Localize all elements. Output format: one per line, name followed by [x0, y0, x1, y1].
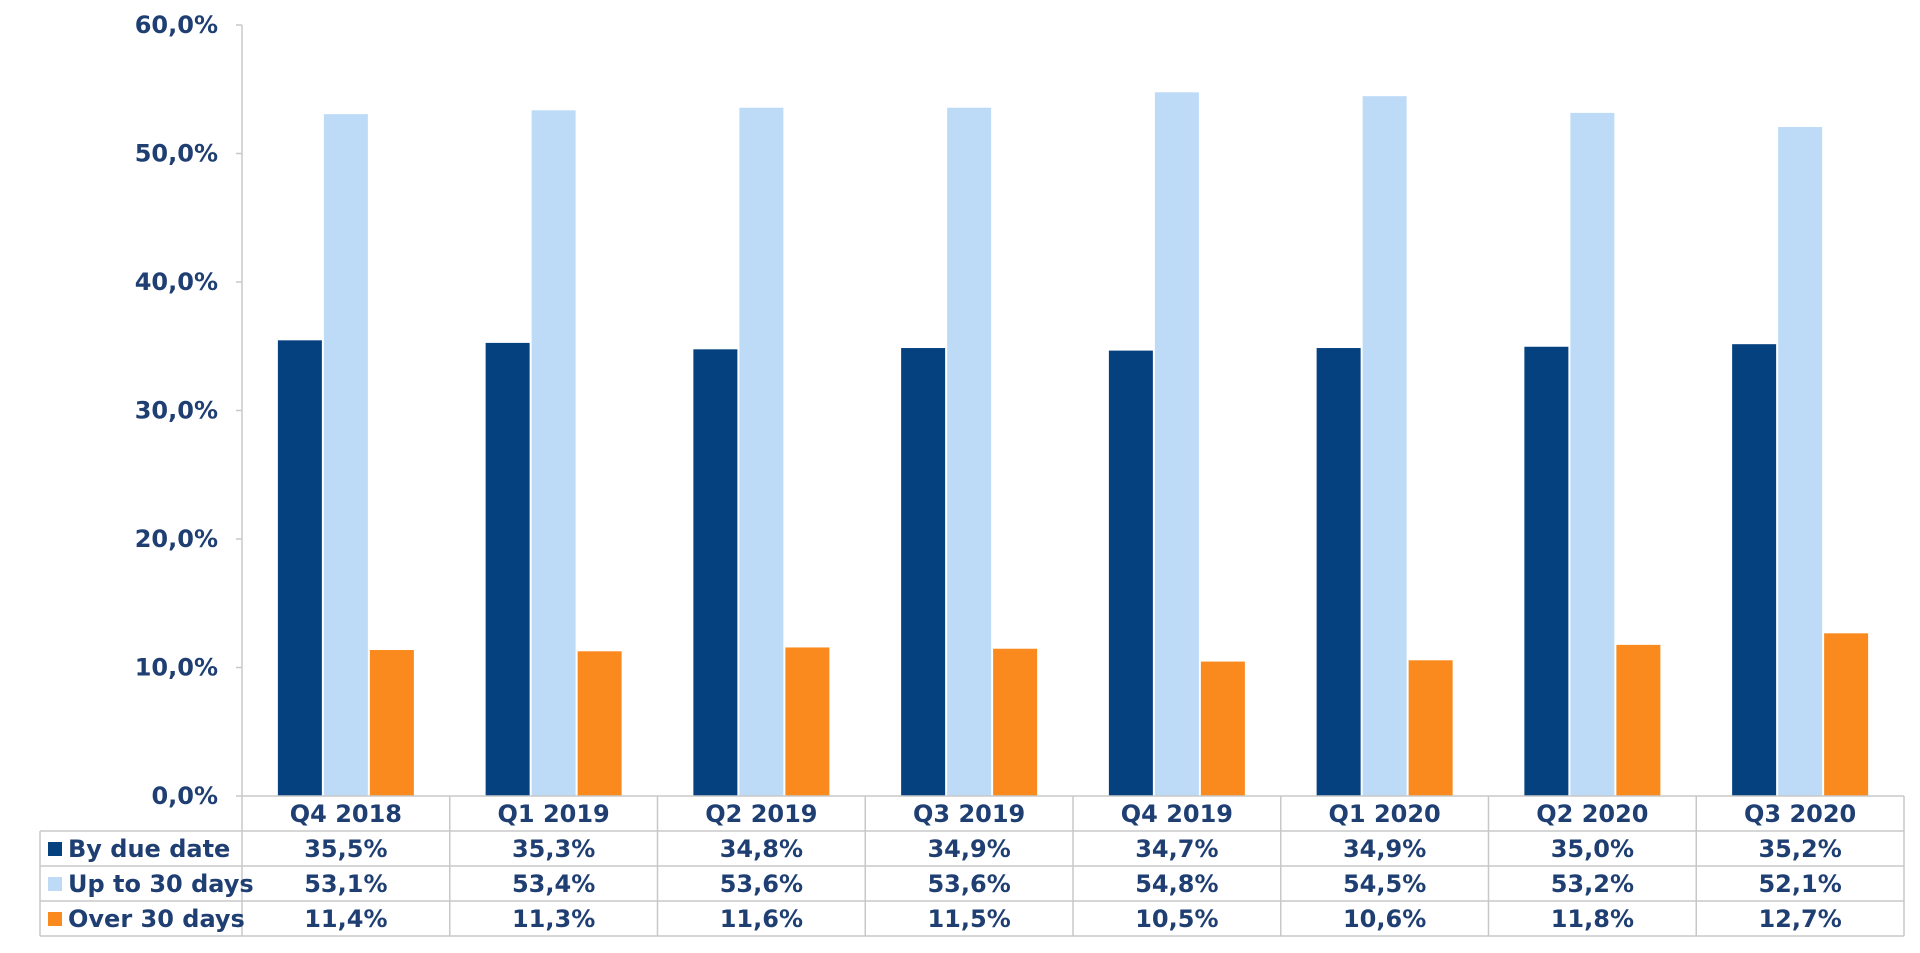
bar-by-due-date-q1-2020 — [1315, 347, 1362, 797]
bar-over-30-days-q2-2020 — [1615, 643, 1662, 797]
y-tick-label: 60,0% — [135, 11, 218, 39]
legend-swatch — [48, 877, 62, 891]
bar-by-due-date-q1-2019 — [484, 341, 531, 797]
data-table: Q4 2018 Q1 2019 Q2 2019 Q3 2019 Q4 2019 Q1 20… — [39, 795, 1905, 937]
bar-up-to-30-days-q3-2019 — [946, 106, 993, 797]
table-cell-value: 35,2% — [1758, 835, 1841, 863]
table-cell-value: 11,8% — [1551, 905, 1634, 933]
table-cell-value: 53,6% — [720, 870, 803, 898]
table-cell-value: 10,6% — [1343, 905, 1426, 933]
table-cell-value: 11,6% — [720, 905, 803, 933]
y-tick-label: 0,0% — [151, 782, 218, 810]
legend-swatch — [48, 842, 62, 856]
bar-up-to-30-days-q4-2018 — [322, 113, 369, 797]
x-category-label: Q4 2018 — [290, 800, 402, 828]
bar-by-due-date-q2-2019 — [692, 348, 739, 797]
table-cell-value: 54,8% — [1135, 870, 1218, 898]
x-category-label: Q4 2019 — [1121, 800, 1233, 828]
table-cell-value: 11,3% — [512, 905, 595, 933]
table-cell-value: 35,0% — [1551, 835, 1634, 863]
bars-group — [276, 91, 1870, 797]
table-cell-value: 34,9% — [1343, 835, 1426, 863]
table-cell-value: 35,3% — [512, 835, 595, 863]
legend-label: Over 30 days — [68, 905, 245, 933]
bar-up-to-30-days-q1-2020 — [1361, 95, 1408, 797]
bar-up-to-30-days-q2-2019 — [738, 106, 785, 797]
table-cell-value: 53,4% — [512, 870, 595, 898]
x-category-label: Q3 2020 — [1744, 800, 1856, 828]
bar-by-due-date-q4-2019 — [1107, 349, 1154, 797]
y-axis: 0,0% 10,0% 20,0% 30,0% 40,0% 50,0% 60,0% — [135, 11, 243, 810]
bar-by-due-date-q4-2018 — [276, 339, 323, 797]
table-cell-value: 34,9% — [927, 835, 1010, 863]
table-cell-value: 12,7% — [1758, 905, 1841, 933]
table-cell-value: 53,2% — [1551, 870, 1634, 898]
bar-up-to-30-days-q4-2019 — [1153, 91, 1200, 797]
table-cell-value: 34,7% — [1135, 835, 1218, 863]
table-cell-value: 10,5% — [1135, 905, 1218, 933]
bar-by-due-date-q2-2020 — [1523, 345, 1570, 797]
x-category-label: Q3 2019 — [913, 800, 1025, 828]
x-category-label: Q2 2019 — [705, 800, 817, 828]
table-cell-value: 53,1% — [304, 870, 387, 898]
bar-over-30-days-q3-2020 — [1823, 632, 1870, 797]
bar-over-30-days-q1-2019 — [576, 650, 623, 797]
bar-over-30-days-q4-2019 — [1199, 660, 1246, 797]
table-cell-value: 52,1% — [1758, 870, 1841, 898]
y-tick-label: 40,0% — [135, 268, 218, 296]
y-tick-label: 50,0% — [135, 140, 218, 168]
legend-swatch — [48, 912, 62, 926]
bar-by-due-date-q3-2020 — [1731, 343, 1778, 797]
legend-label: By due date — [68, 835, 230, 863]
table-cell-value: 53,6% — [927, 870, 1010, 898]
legend-label: Up to 30 days — [68, 870, 254, 898]
bar-up-to-30-days-q3-2020 — [1777, 126, 1824, 797]
y-tick-label: 30,0% — [135, 397, 218, 425]
bar-over-30-days-q4-2018 — [368, 649, 415, 797]
table-cell-value: 11,4% — [304, 905, 387, 933]
bar-over-30-days-q2-2019 — [784, 646, 831, 797]
y-tick-label: 10,0% — [135, 654, 218, 682]
table-cell-value: 11,5% — [927, 905, 1010, 933]
x-category-label: Q2 2020 — [1536, 800, 1648, 828]
table-cell-value: 54,5% — [1343, 870, 1426, 898]
x-category-label: Q1 2020 — [1328, 800, 1440, 828]
x-category-label: Q1 2019 — [497, 800, 609, 828]
y-tick-label: 20,0% — [135, 525, 218, 553]
bar-over-30-days-q1-2020 — [1407, 659, 1454, 797]
table-cell-value: 35,5% — [304, 835, 387, 863]
table-cell-value: 34,8% — [720, 835, 803, 863]
bar-over-30-days-q3-2019 — [992, 647, 1039, 797]
bar-up-to-30-days-q1-2019 — [530, 109, 577, 797]
bar-by-due-date-q3-2019 — [900, 347, 947, 797]
bar-up-to-30-days-q2-2020 — [1569, 111, 1616, 797]
